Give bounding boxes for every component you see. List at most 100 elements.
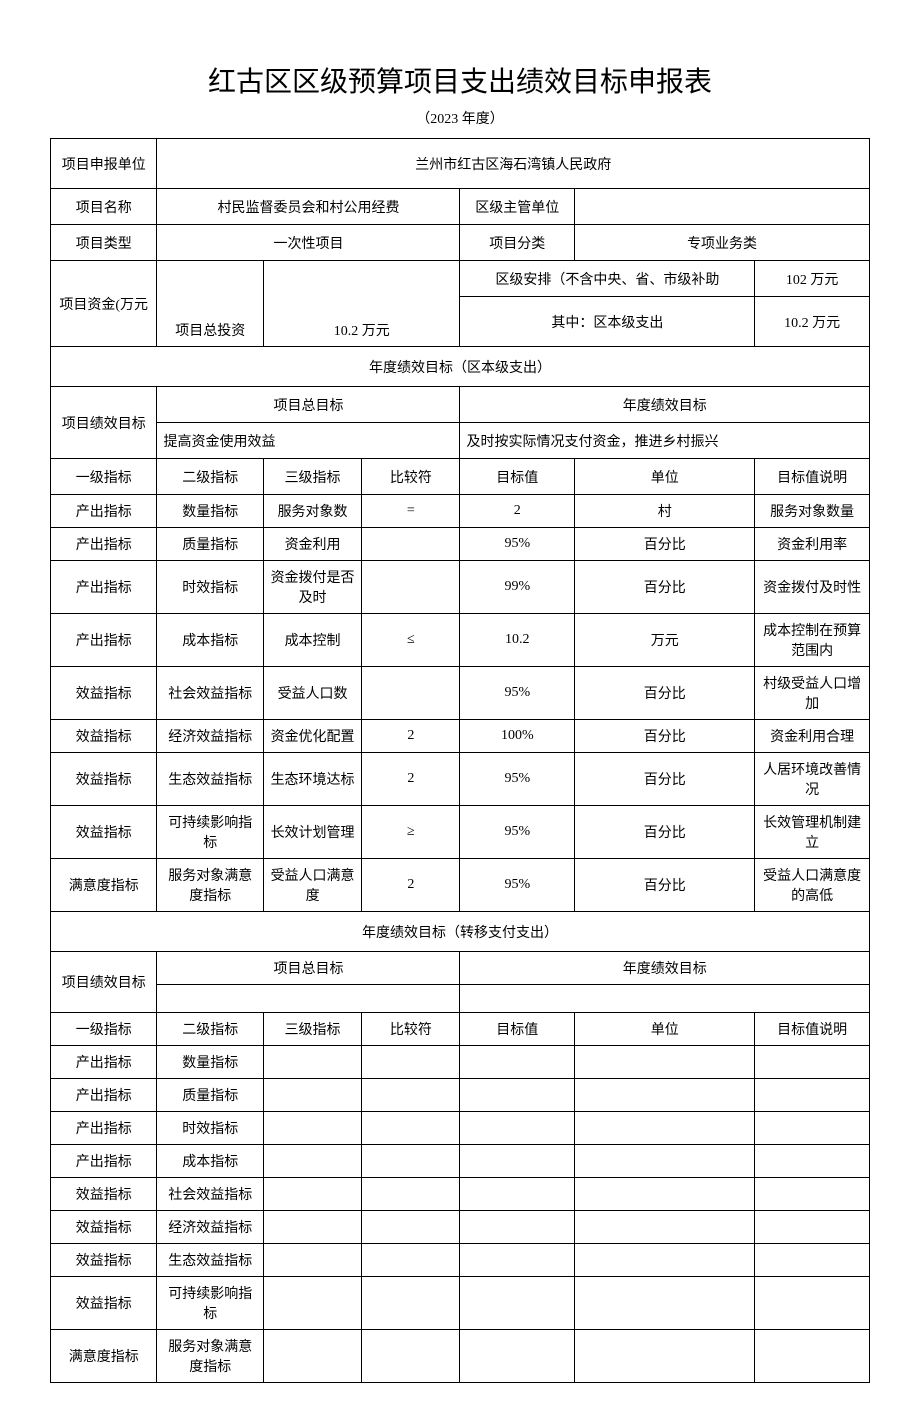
col-level2: 二级指标 bbox=[157, 459, 263, 495]
col-target-value: 目标值 bbox=[460, 459, 575, 495]
col-target-value-2: 目标值 bbox=[460, 1013, 575, 1046]
cell-l3 bbox=[263, 1178, 361, 1211]
cell-desc bbox=[755, 1277, 870, 1330]
cell-unit: 百分比 bbox=[575, 806, 755, 859]
cell-l1: 产出指标 bbox=[51, 1046, 157, 1079]
indicator-row: 产出指标 时效指标 资金拨付是否及时 99% 百分比 资金拨付及时性 bbox=[51, 561, 870, 614]
cell-val bbox=[460, 1112, 575, 1145]
cell-desc: 成本控制在预算范围内 bbox=[755, 614, 870, 667]
cell-unit: 村 bbox=[575, 495, 755, 528]
cell-unit: 百分比 bbox=[575, 561, 755, 614]
label-overall-target-2: 项目总目标 bbox=[157, 952, 460, 985]
value-annual-target-2 bbox=[460, 985, 870, 1013]
value-overall-target-2 bbox=[157, 985, 460, 1013]
cell-cmp bbox=[362, 1211, 460, 1244]
label-total-investment: 项目总投资 bbox=[157, 261, 263, 347]
label-unit: 项目申报单位 bbox=[51, 139, 157, 189]
cell-desc: 人居环境改善情况 bbox=[755, 753, 870, 806]
label-annual-target: 年度绩效目标 bbox=[460, 387, 870, 423]
cell-cmp: ≥ bbox=[362, 806, 460, 859]
cell-desc: 服务对象数量 bbox=[755, 495, 870, 528]
label-perf-target: 项目绩效目标 bbox=[51, 387, 157, 459]
cell-val: 95% bbox=[460, 667, 575, 720]
value-district-arrange: 102 万元 bbox=[755, 261, 870, 297]
indicator-row: 效益指标 社会效益指标 受益人口数 95% 百分比 村级受益人口增加 bbox=[51, 667, 870, 720]
cell-l1: 产出指标 bbox=[51, 614, 157, 667]
indicator-row: 满意度指标 服务对象满意度指标 受益人口满意度 2 95% 百分比 受益人口满意… bbox=[51, 859, 870, 912]
cell-unit bbox=[575, 1330, 755, 1383]
cell-val bbox=[460, 1277, 575, 1330]
cell-l1: 产出指标 bbox=[51, 1112, 157, 1145]
cell-desc: 资金利用率 bbox=[755, 528, 870, 561]
section-header-transfer: 年度绩效目标（转移支付支出） bbox=[51, 912, 870, 952]
col-unit: 单位 bbox=[575, 459, 755, 495]
cell-l2: 质量指标 bbox=[157, 1079, 263, 1112]
cell-l3 bbox=[263, 1211, 361, 1244]
col-level1-2: 一级指标 bbox=[51, 1013, 157, 1046]
cell-desc: 受益人口满意度的高低 bbox=[755, 859, 870, 912]
cell-l3: 受益人口满意度 bbox=[263, 859, 361, 912]
cell-unit: 百分比 bbox=[575, 753, 755, 806]
cell-cmp bbox=[362, 667, 460, 720]
label-perf-target-2: 项目绩效目标 bbox=[51, 952, 157, 1013]
cell-val bbox=[460, 1178, 575, 1211]
cell-l1: 产出指标 bbox=[51, 495, 157, 528]
cell-unit: 百分比 bbox=[575, 720, 755, 753]
label-supervisor: 区级主管单位 bbox=[460, 189, 575, 225]
col-desc: 目标值说明 bbox=[755, 459, 870, 495]
cell-desc bbox=[755, 1079, 870, 1112]
section-header-district: 年度绩效目标（区本级支出） bbox=[51, 347, 870, 387]
cell-val: 99% bbox=[460, 561, 575, 614]
indicator-row: 产出指标 成本指标 成本控制 ≤ 10.2 万元 成本控制在预算范围内 bbox=[51, 614, 870, 667]
cell-cmp bbox=[362, 528, 460, 561]
value-district-expend: 10.2 万元 bbox=[755, 297, 870, 347]
value-annual-target: 及时按实际情况支付资金，推进乡村振兴 bbox=[460, 423, 870, 459]
indicator-row: 产出指标 质量指标 bbox=[51, 1079, 870, 1112]
cell-l1: 效益指标 bbox=[51, 1277, 157, 1330]
cell-desc bbox=[755, 1211, 870, 1244]
cell-cmp: ≤ bbox=[362, 614, 460, 667]
cell-l3 bbox=[263, 1330, 361, 1383]
cell-desc bbox=[755, 1046, 870, 1079]
cell-l2: 服务对象满意度指标 bbox=[157, 859, 263, 912]
cell-desc bbox=[755, 1112, 870, 1145]
cell-l2: 可持续影响指标 bbox=[157, 1277, 263, 1330]
cell-l3 bbox=[263, 1145, 361, 1178]
cell-l3 bbox=[263, 1046, 361, 1079]
col-unit-2: 单位 bbox=[575, 1013, 755, 1046]
cell-l2: 经济效益指标 bbox=[157, 1211, 263, 1244]
cell-val bbox=[460, 1330, 575, 1383]
cell-l2: 生态效益指标 bbox=[157, 1244, 263, 1277]
cell-l1: 效益指标 bbox=[51, 753, 157, 806]
label-project-name: 项目名称 bbox=[51, 189, 157, 225]
cell-l1: 满意度指标 bbox=[51, 859, 157, 912]
label-district-expend: 其中：区本级支出 bbox=[460, 297, 755, 347]
cell-val: 95% bbox=[460, 806, 575, 859]
declaration-table: 项目申报单位 兰州市红古区海石湾镇人民政府 项目名称 村民监督委员会和村公用经费… bbox=[50, 138, 870, 1383]
col-level3-2: 三级指标 bbox=[263, 1013, 361, 1046]
cell-val: 95% bbox=[460, 528, 575, 561]
value-project-type: 一次性项目 bbox=[157, 225, 460, 261]
indicator-row: 效益指标 可持续影响指标 bbox=[51, 1277, 870, 1330]
cell-l1: 满意度指标 bbox=[51, 1330, 157, 1383]
cell-l2: 质量指标 bbox=[157, 528, 263, 561]
cell-l3 bbox=[263, 1112, 361, 1145]
indicator-row: 效益指标 可持续影响指标 长效计划管理 ≥ 95% 百分比 长效管理机制建立 bbox=[51, 806, 870, 859]
col-level1: 一级指标 bbox=[51, 459, 157, 495]
cell-unit: 百分比 bbox=[575, 667, 755, 720]
cell-l2: 生态效益指标 bbox=[157, 753, 263, 806]
cell-l2: 时效指标 bbox=[157, 1112, 263, 1145]
cell-cmp: = bbox=[362, 495, 460, 528]
col-desc-2: 目标值说明 bbox=[755, 1013, 870, 1046]
value-supervisor bbox=[575, 189, 870, 225]
cell-val: 2 bbox=[460, 495, 575, 528]
cell-cmp bbox=[362, 561, 460, 614]
cell-l3: 服务对象数 bbox=[263, 495, 361, 528]
cell-l2: 时效指标 bbox=[157, 561, 263, 614]
col-level3: 三级指标 bbox=[263, 459, 361, 495]
cell-unit: 百分比 bbox=[575, 859, 755, 912]
cell-l2: 可持续影响指标 bbox=[157, 806, 263, 859]
label-project-type: 项目类型 bbox=[51, 225, 157, 261]
col-comparator-2: 比较符 bbox=[362, 1013, 460, 1046]
cell-unit bbox=[575, 1145, 755, 1178]
